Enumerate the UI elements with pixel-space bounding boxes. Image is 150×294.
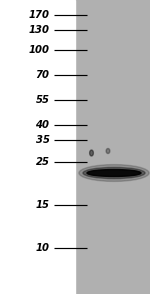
Bar: [75, 0, 150, 294]
Text: 55: 55: [36, 95, 50, 105]
Text: 25: 25: [36, 157, 50, 167]
Text: 10: 10: [36, 243, 50, 253]
Ellipse shape: [79, 165, 149, 181]
Bar: [0, 0, 75, 294]
Text: 15: 15: [36, 200, 50, 210]
Text: 35: 35: [36, 135, 50, 145]
Ellipse shape: [87, 170, 141, 176]
Ellipse shape: [106, 148, 110, 153]
Ellipse shape: [90, 150, 93, 156]
Text: 130: 130: [28, 25, 50, 35]
Text: 70: 70: [36, 70, 50, 80]
Text: 100: 100: [28, 45, 50, 55]
Ellipse shape: [83, 167, 145, 178]
Text: 40: 40: [36, 120, 50, 130]
Text: 170: 170: [28, 10, 50, 20]
